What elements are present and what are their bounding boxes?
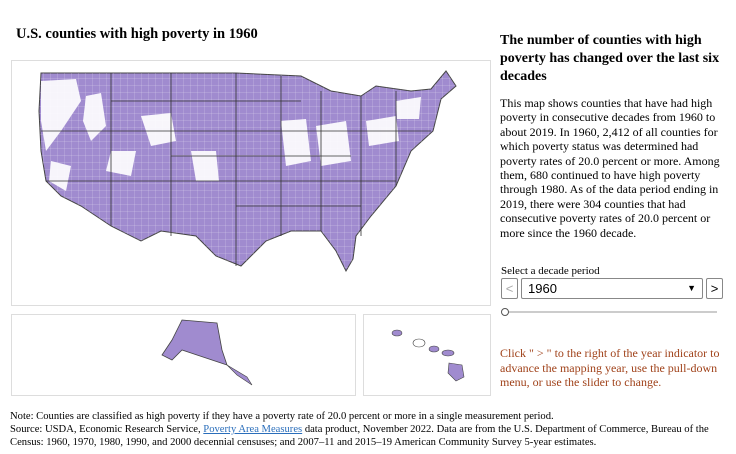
contiguous-us-shape: [41, 73, 431, 266]
sidebar-body: This map shows counties that have had hi…: [500, 96, 720, 240]
source-suffix: data product, November 2022. Data are fr…: [10, 424, 709, 448]
contiguous-us-shape-shape: [49, 161, 71, 191]
next-button[interactable]: >: [706, 278, 723, 299]
alaska-inset-shape: [226, 364, 253, 386]
contiguous-us-shape-shape: [316, 121, 351, 166]
control-label: Select a decade period: [501, 265, 600, 277]
hawaii-inset-shape: [391, 329, 403, 337]
footnote: Note: Counties are classified as high po…: [10, 410, 730, 449]
map-title: U.S. counties with high poverty in 1960: [16, 26, 258, 42]
decade-slider-shape: [501, 308, 509, 316]
alaska-inset-shape: [161, 319, 228, 366]
contiguous-us-shape-shape: [41, 100, 431, 207]
note: Note: Counties are classified as high po…: [10, 411, 554, 422]
contiguous-us-shape-shape: [83, 93, 106, 141]
source-prefix: Source: USDA, Economic Research Service,: [10, 424, 201, 435]
us-map: [11, 60, 491, 306]
source: Source: USDA, Economic Research Service,…: [10, 423, 730, 449]
instructions: Click " > " to the right of the year ind…: [500, 346, 720, 389]
sidebar-heading: The number of counties with high poverty…: [500, 33, 720, 84]
decade-slider[interactable]: [499, 305, 721, 319]
contiguous-us-shape-shape: [281, 119, 311, 166]
hawaii-inset-shape: [447, 362, 465, 382]
hawaii-inset: [363, 314, 491, 396]
contiguous-us-shape-shape: [106, 151, 136, 176]
hawaii-inset-shape: [412, 338, 426, 348]
hawaii-inset-shape: [428, 345, 440, 353]
alaska-inset: [11, 314, 356, 396]
selected-decade: 1960: [528, 281, 557, 296]
contiguous-us-shape-shape: [191, 151, 219, 181]
contiguous-us-shape-shape: [41, 79, 81, 151]
prev-button[interactable]: <: [501, 278, 518, 299]
decade-select[interactable]: 1960 ▼: [521, 278, 703, 299]
hawaii-inset-shape: [441, 349, 455, 357]
contiguous-us-shape-shape: [396, 97, 421, 119]
source-link[interactable]: Poverty Area Measures: [203, 424, 303, 435]
contiguous-us-shape-shape: [141, 113, 176, 146]
contiguous-us: [38, 70, 457, 273]
